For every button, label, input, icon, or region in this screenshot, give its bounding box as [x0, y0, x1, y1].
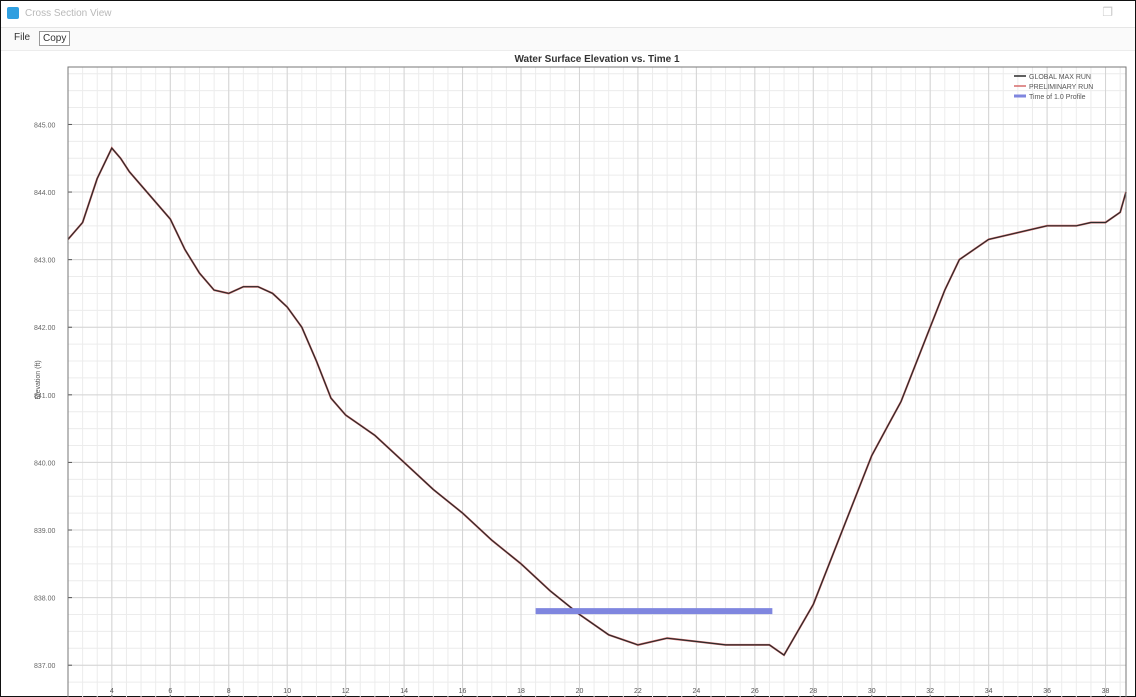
x-tick-label: 38 — [1102, 688, 1110, 695]
y-tick-label: 844.00 — [34, 190, 56, 197]
legend-label: PRELIMINARY RUN — [1029, 84, 1093, 91]
legend-label: GLOBAL MAX RUN — [1029, 74, 1091, 81]
x-tick-label: 34 — [985, 688, 993, 695]
x-tick-label: 28 — [809, 688, 817, 695]
y-tick-label: 838.00 — [34, 596, 56, 603]
x-tick-label: 4 — [110, 688, 114, 695]
grid-layer — [67, 67, 1126, 697]
series-line-global-max-run — [67, 147, 1127, 656]
x-tick-label: 8 — [227, 688, 231, 695]
x-tick-label: 26 — [751, 688, 759, 695]
window-title: Cross Section View — [25, 8, 112, 19]
y-tick-label: 842.00 — [34, 325, 56, 332]
x-tick-label: 20 — [576, 688, 584, 695]
x-tick-label: 22 — [634, 688, 642, 695]
menu-copy-button[interactable]: Copy — [39, 31, 71, 46]
legend-label: Time of 1.0 Profile — [1029, 94, 1086, 101]
y-tick-label: 845.00 — [34, 122, 56, 129]
y-tick-label: 837.00 — [34, 663, 56, 670]
axis-layer: 4 6 8 10 12 14 16 18 20 22 24 26 28 30 32 34 36 38 837.00 8… — [34, 122, 1110, 697]
menu-bar: File Copy — [1, 28, 1135, 51]
title-bar: Cross Section View ❐ — [1, 1, 1135, 28]
x-tick-label: 24 — [692, 688, 700, 695]
x-tick-label: 16 — [459, 688, 467, 695]
x-tick-label: 30 — [868, 688, 876, 695]
app-icon — [7, 7, 19, 19]
y-tick-label: 839.00 — [34, 528, 56, 535]
series-line-preliminary-run — [67, 146, 1127, 657]
legend: GLOBAL MAX RUN PRELIMINARY RUN Time of 1.0… — [1014, 74, 1093, 101]
y-tick-label: 843.00 — [34, 258, 56, 265]
x-tick-label: 12 — [342, 688, 350, 695]
y-axis-label: Elevation (ft) — [35, 360, 42, 399]
maximize-icon[interactable]: ❐ — [1102, 5, 1113, 19]
x-tick-label: 18 — [517, 688, 525, 695]
chart: 4 6 8 10 12 14 16 18 20 22 24 26 28 30 32 34 36 38 837.00 8… — [34, 54, 1127, 697]
x-tick-label: 6 — [168, 688, 172, 695]
x-tick-label: 36 — [1043, 688, 1051, 695]
menu-file[interactable]: File — [14, 32, 31, 43]
x-tick-label: 14 — [400, 688, 408, 695]
y-tick-label: 841.00 — [34, 393, 56, 400]
y-tick-label: 840.00 — [34, 460, 56, 467]
x-tick-label: 10 — [283, 688, 291, 695]
chart-title: Water Surface Elevation vs. Time 1 — [514, 54, 680, 65]
series-layer — [67, 146, 1127, 657]
x-tick-label: 32 — [926, 688, 934, 695]
plot-area-frame — [67, 66, 1127, 697]
